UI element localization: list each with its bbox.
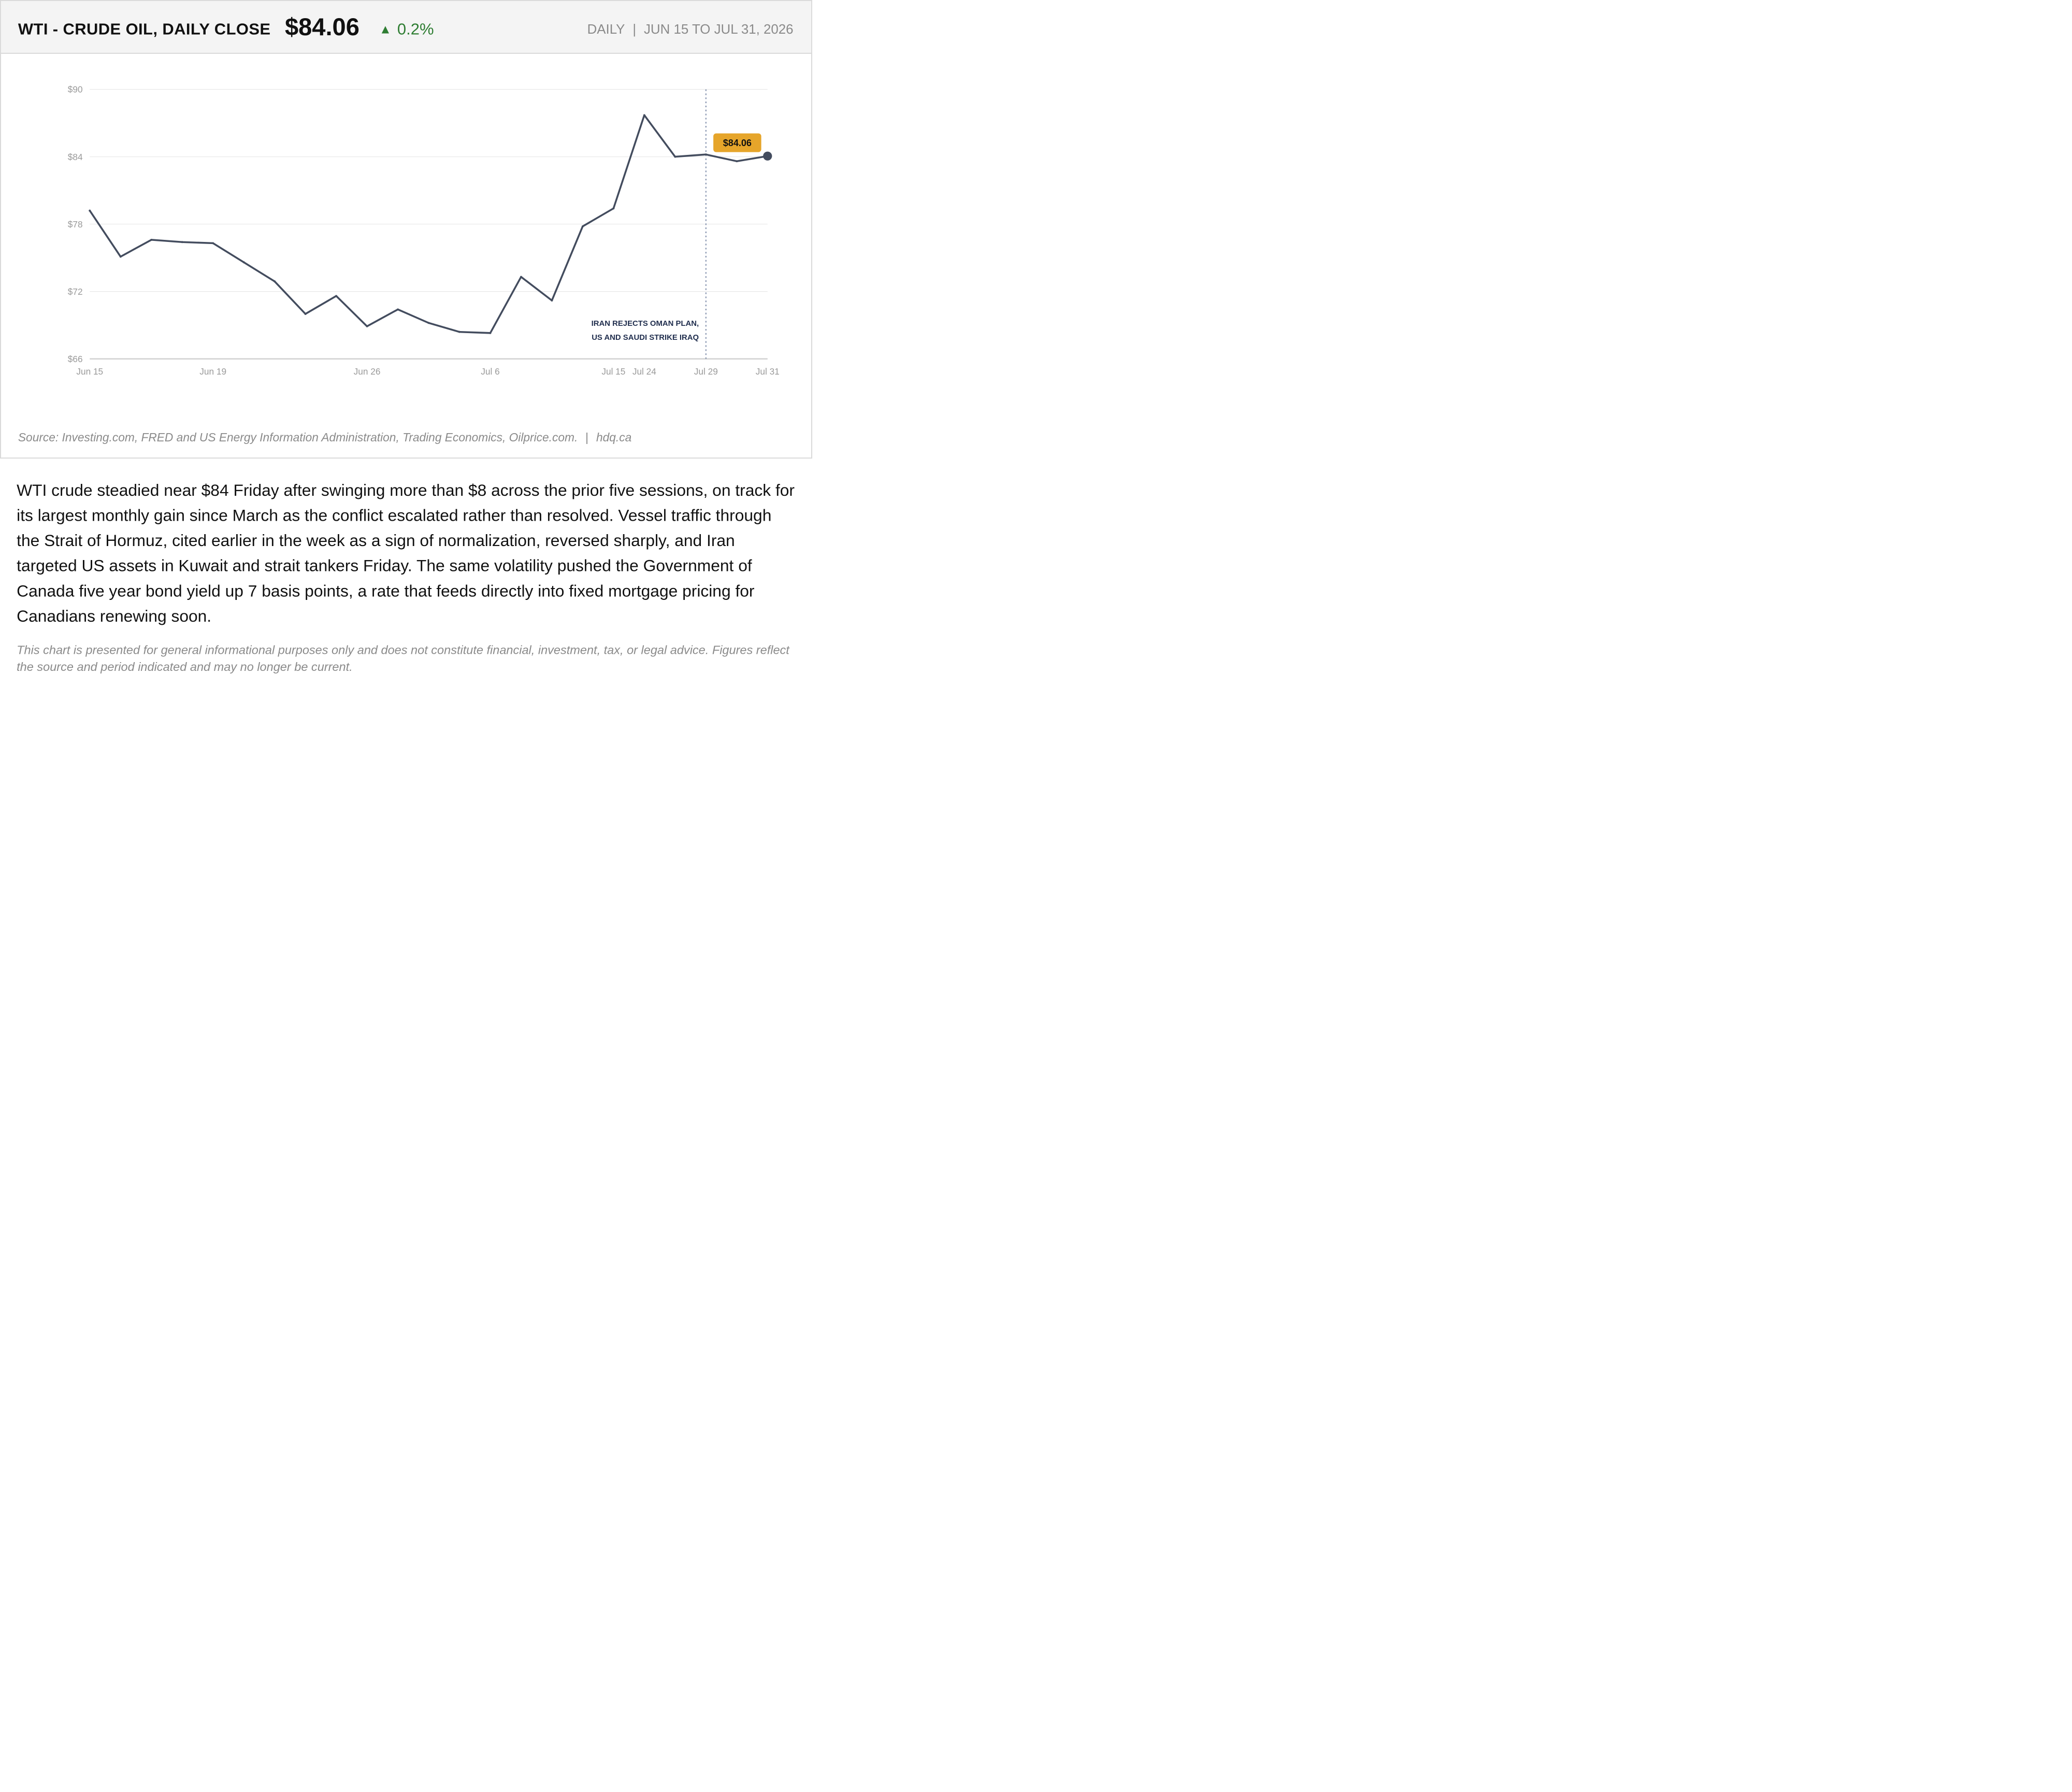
chart-header: WTI - CRUDE OIL, DAILY CLOSE $84.06 ▲ 0.2… — [1, 1, 812, 54]
last-value-badge — [713, 133, 761, 152]
chart-title: WTI - CRUDE OIL, DAILY CLOSE — [18, 20, 271, 38]
data-point — [551, 299, 553, 302]
data-point — [181, 241, 183, 243]
x-tick-label: Jun 26 — [354, 366, 381, 377]
data-point — [458, 331, 461, 333]
data-point — [581, 225, 584, 227]
source-site: hdq.ca — [596, 431, 632, 444]
data-point — [274, 280, 276, 283]
y-tick-label: $90 — [68, 84, 83, 95]
data-point — [89, 209, 91, 212]
data-point — [242, 261, 245, 264]
period-separator: | — [632, 21, 637, 37]
data-point — [397, 308, 399, 311]
data-point — [736, 160, 738, 163]
price-change: ▲ 0.2% — [379, 20, 434, 38]
chart-card: WTI - CRUDE OIL, DAILY CLOSE $84.06 ▲ 0.2… — [0, 0, 812, 459]
event-annotation: IRAN REJECTS OMAN PLAN, — [592, 320, 699, 328]
y-tick-label: $84 — [68, 152, 83, 162]
data-point — [212, 242, 214, 245]
data-point — [520, 276, 522, 278]
line-chart: $66 $72 $78 $84 $90 Jun 15 Jun 19 Jun 26 Jul 6 Ju… — [68, 84, 780, 377]
x-tick-label: Jul 29 — [694, 366, 718, 377]
x-tick-label: Jun 15 — [76, 366, 103, 377]
source-separator: | — [585, 431, 589, 444]
y-tick-label: $72 — [68, 286, 83, 297]
date-range: DAILY | JUN 15 TO JUL 31, 2026 — [587, 21, 794, 37]
data-point — [119, 255, 122, 258]
data-point — [612, 207, 615, 210]
disclaimer: This chart is presented for general info… — [17, 643, 789, 673]
event-annotation: US AND SAUDI STRIKE IRAQ — [592, 334, 699, 342]
data-point — [335, 295, 338, 297]
data-point — [704, 153, 707, 156]
data-point — [643, 114, 645, 117]
data-point — [304, 313, 307, 315]
data-point — [150, 238, 153, 241]
up-arrow-icon: ▲ — [379, 22, 392, 36]
data-point — [674, 155, 677, 158]
source-note: Source: Investing.com, FRED and US Energ… — [18, 431, 631, 444]
x-tick-label: Jul 15 — [601, 366, 625, 377]
data-point — [366, 325, 368, 327]
current-price: $84.06 — [284, 13, 359, 41]
data-point — [489, 332, 492, 334]
page: WTI - CRUDE OIL, DAILY CLOSE $84.06 ▲ 0.2… — [0, 0, 812, 703]
x-tick-label: Jun 19 — [199, 366, 226, 377]
x-tick-label: Jul 6 — [481, 366, 499, 377]
y-tick-label: $66 — [68, 354, 83, 364]
last-value-label: $84.06 — [723, 138, 752, 148]
change-percent: 0.2% — [397, 20, 434, 38]
x-tick-label: Jul 31 — [756, 366, 780, 377]
y-tick-label: $78 — [68, 219, 83, 230]
article-paragraph: WTI crude steadied near $84 Friday after… — [17, 481, 795, 625]
data-point — [427, 322, 430, 324]
x-tick-label: Jul 24 — [632, 366, 656, 377]
period-label: JUN 15 TO JUL 31, 2026 — [643, 21, 794, 37]
last-point-marker — [763, 151, 772, 161]
frequency-label: DAILY — [587, 21, 625, 37]
source-text: Source: Investing.com, FRED and US Energ… — [18, 431, 578, 444]
